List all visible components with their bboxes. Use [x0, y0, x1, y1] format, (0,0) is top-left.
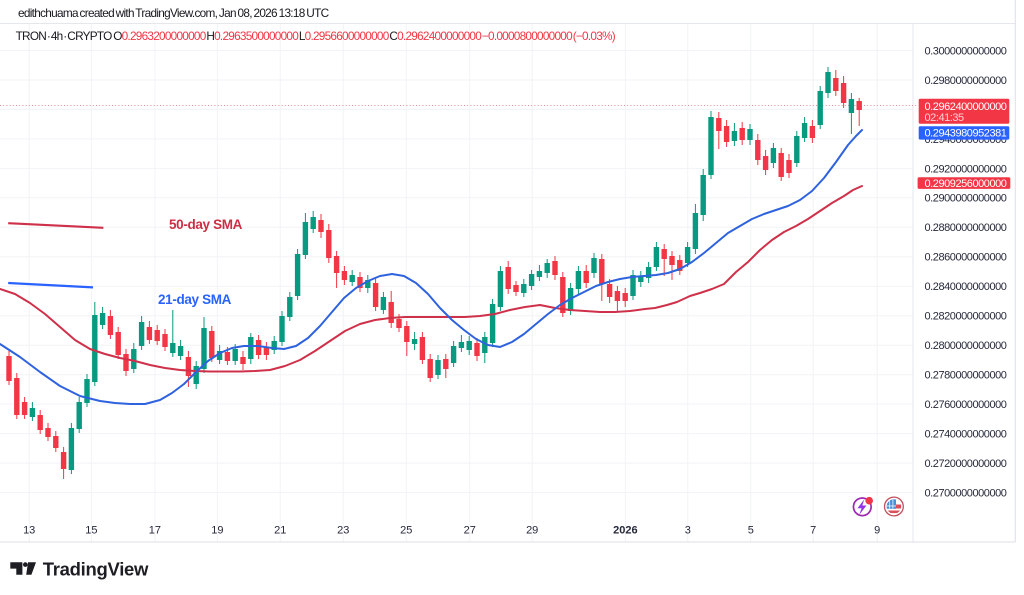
- svg-text:9: 9: [874, 525, 880, 537]
- svg-text:0.2700000000000: 0.2700000000000: [925, 487, 1007, 499]
- svg-text:02:41:35: 02:41:35: [925, 112, 965, 124]
- svg-text:5: 5: [748, 525, 754, 537]
- svg-text:0.2900000000000: 0.2900000000000: [925, 193, 1007, 205]
- svg-text:0.2760000000000: 0.2760000000000: [925, 399, 1007, 411]
- svg-text:19: 19: [211, 525, 223, 537]
- svg-text:2026: 2026: [613, 525, 637, 537]
- svg-text:0.3000000000000: 0.3000000000000: [925, 45, 1007, 57]
- svg-text:0.2720000000000: 0.2720000000000: [925, 458, 1007, 470]
- svg-text:7: 7: [810, 525, 816, 537]
- svg-text:15: 15: [85, 525, 97, 537]
- svg-text:0.2840000000000: 0.2840000000000: [925, 281, 1007, 293]
- svg-text:0.2800000000000: 0.2800000000000: [925, 340, 1007, 352]
- svg-text:0.2962400000000: 0.2962400000000: [925, 101, 1007, 113]
- svg-text:0.2909256000000: 0.2909256000000: [925, 178, 1007, 190]
- svg-text:edithchuama created with Tradi: edithchuama created with TradingView.com…: [18, 6, 330, 20]
- svg-text:13: 13: [23, 525, 35, 537]
- svg-text:0.2943980952381: 0.2943980952381: [925, 127, 1007, 139]
- svg-text:3: 3: [685, 525, 691, 537]
- svg-text:0.2880000000000: 0.2880000000000: [925, 222, 1007, 234]
- svg-text:21: 21: [274, 525, 286, 537]
- svg-text:0.2740000000000: 0.2740000000000: [925, 429, 1007, 441]
- svg-text:50-day SMA: 50-day SMA: [169, 217, 243, 232]
- svg-text:25: 25: [400, 525, 412, 537]
- svg-text:23: 23: [337, 525, 349, 537]
- svg-text:0.2980000000000: 0.2980000000000: [925, 75, 1007, 87]
- svg-text:17: 17: [149, 525, 161, 537]
- svg-text:27: 27: [464, 525, 476, 537]
- svg-text:TRON · 4h · CRYPTO O0.2963200: TRON · 4h · CRYPTO O0.2963200000000 H0.2…: [16, 29, 616, 43]
- svg-text:29: 29: [526, 525, 538, 537]
- svg-text:0.2860000000000: 0.2860000000000: [925, 252, 1007, 264]
- svg-text:TradingView: TradingView: [43, 558, 149, 579]
- svg-text:21-day SMA: 21-day SMA: [158, 292, 232, 307]
- svg-text:0.2820000000000: 0.2820000000000: [925, 311, 1007, 323]
- svg-text:0.2920000000000: 0.2920000000000: [925, 163, 1007, 175]
- svg-text:0.2780000000000: 0.2780000000000: [925, 370, 1007, 382]
